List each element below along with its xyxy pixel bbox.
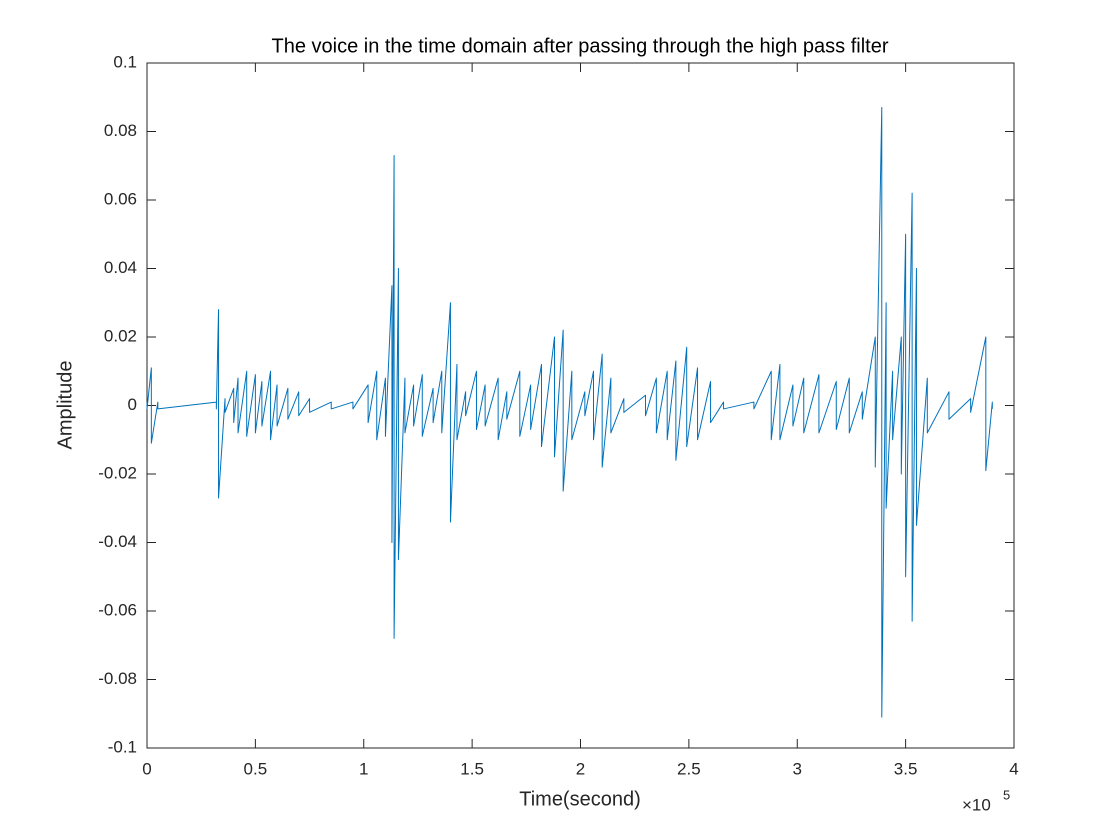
x-multiplier-power: 5 — [1003, 787, 1010, 802]
x-tick-label: 0.5 — [244, 759, 268, 778]
x-tick-label: 3.5 — [894, 759, 918, 778]
chart-title: The voice in the time domain after passi… — [271, 35, 888, 57]
x-tick-label: 2.5 — [677, 759, 701, 778]
y-tick-label: -0.1 — [108, 737, 137, 756]
y-tick-label: -0.04 — [98, 532, 137, 551]
y-tick-label: 0.02 — [104, 326, 137, 345]
y-tick-label: -0.02 — [98, 463, 137, 482]
x-axis-label: Time(second) — [519, 788, 641, 810]
x-tick-label: 1.5 — [460, 759, 484, 778]
y-tick-label: 0.04 — [104, 258, 137, 277]
y-axis-label: Amplitude — [54, 361, 76, 450]
plot-frame — [146, 62, 1015, 749]
x-tick-label: 2 — [576, 759, 585, 778]
y-tick-label: 0.1 — [113, 52, 137, 71]
y-tick-label: -0.08 — [98, 669, 137, 688]
x-multiplier: ×10 — [962, 795, 991, 814]
x-tick-label: 0 — [142, 759, 151, 778]
x-tick-label: 3 — [793, 759, 802, 778]
y-tick-label: 0 — [128, 395, 137, 414]
x-tick-label: 4 — [1009, 759, 1018, 778]
waveform-line — [146, 107, 993, 718]
x-tick-label: 1 — [359, 759, 368, 778]
y-tick-label: -0.06 — [98, 600, 137, 619]
y-tick-label: 0.06 — [104, 189, 137, 208]
y-tick-label: 0.08 — [104, 121, 137, 140]
